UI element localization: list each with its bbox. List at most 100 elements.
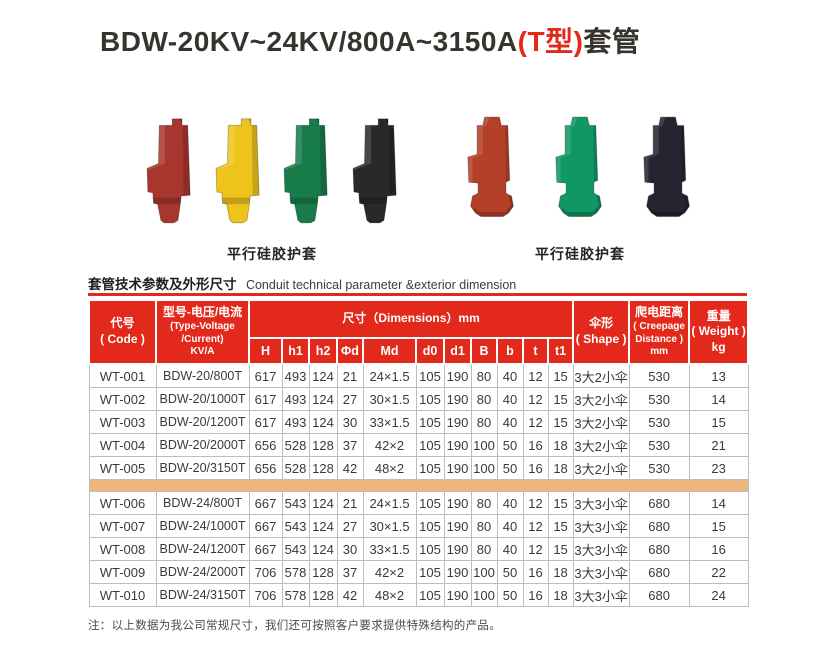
cell-t: 16	[522, 560, 549, 584]
section-header: 套管技术参数及外形尺寸 Conduit technical parameter …	[88, 273, 516, 294]
cell-b: 50	[496, 560, 524, 584]
col-header-code: 代号 ( Code )	[88, 299, 157, 365]
cell-H: 617	[248, 410, 283, 434]
cell-b: 40	[496, 537, 524, 561]
cell-code: WT-003	[88, 410, 157, 434]
cell-b: 40	[496, 491, 524, 515]
cell-t1: 15	[547, 387, 574, 411]
cell-d0: 105	[415, 491, 445, 515]
cell-shape: 3大2小伞	[572, 433, 630, 457]
cell-phi-d: 42	[336, 456, 364, 480]
cell-H: 667	[248, 514, 283, 538]
cell-t: 12	[522, 363, 549, 388]
green-silicone-cover-image	[283, 118, 328, 224]
cell-shape: 3大3小伞	[572, 537, 630, 561]
cell-Md: 33×1.5	[362, 537, 417, 561]
dim-col-t1: t1	[546, 337, 575, 365]
col-header-type-zh: 型号-电压/电流	[162, 305, 243, 320]
table-row: WT-002 BDW-20/1000T 617 493 124 27 30×1.5 105 19…	[88, 387, 749, 411]
cell-creepage: 530	[628, 433, 690, 457]
product-group-right: 平行硅胶护套	[466, 108, 694, 264]
section-header-en: Conduit technical parameter &exterior di…	[245, 278, 517, 292]
product-group-left: 平行硅胶护套	[143, 108, 401, 264]
cell-d0: 105	[415, 514, 445, 538]
dim-col-d0: d0	[415, 337, 445, 365]
cell-code: WT-009	[88, 560, 157, 584]
black-silicone-cover-image	[643, 116, 690, 217]
title-type-highlight: (T型)	[517, 26, 584, 57]
title-suffix: 套管	[583, 26, 641, 57]
cell-H: 667	[248, 537, 283, 561]
cell-shape: 3大3小伞	[572, 514, 630, 538]
cell-shape: 3大2小伞	[572, 387, 630, 411]
cell-d1: 190	[443, 560, 472, 584]
cell-d1: 190	[443, 583, 472, 607]
cell-shape: 3大3小伞	[572, 491, 630, 515]
cell-h2: 124	[308, 410, 338, 434]
cell-phi-d: 27	[336, 387, 364, 411]
dim-col-H: H	[248, 337, 283, 365]
cell-creepage: 680	[628, 560, 690, 584]
cell-phi-d: 42	[336, 583, 364, 607]
cell-code: WT-001	[88, 363, 157, 388]
cell-t: 12	[522, 537, 549, 561]
cell-code: WT-005	[88, 456, 157, 480]
cell-weight: 15	[688, 410, 749, 434]
cell-code: WT-007	[88, 514, 157, 538]
dim-col-t: t	[522, 337, 549, 365]
cell-d1: 190	[443, 491, 472, 515]
black-silicone-cover-image	[352, 118, 397, 224]
cell-shape: 3大2小伞	[572, 363, 630, 388]
cell-code: WT-008	[88, 537, 157, 561]
cell-h1: 543	[281, 514, 310, 538]
cell-weight: 22	[688, 560, 749, 584]
cell-creepage: 530	[628, 387, 690, 411]
cell-B: 100	[470, 456, 498, 480]
section-underline	[88, 293, 747, 296]
table-row: WT-003 BDW-20/1200T 617 493 124 30 33×1.5 105 19…	[88, 410, 749, 434]
cell-t1: 18	[547, 560, 574, 584]
table-row: WT-004 BDW-20/2000T 656 528 128 37 42×2 105 190 1…	[88, 433, 749, 457]
cell-weight: 24	[688, 583, 749, 607]
product-caption-left: 平行硅胶护套	[227, 246, 317, 262]
cell-phi-d: 30	[336, 537, 364, 561]
table-row: WT-001 BDW-20/800T 617 493 124 21 24×1.5 105 190…	[88, 363, 749, 388]
cell-t1: 18	[547, 583, 574, 607]
cell-phi-d: 37	[336, 560, 364, 584]
cell-B: 80	[470, 537, 498, 561]
cell-phi-d: 21	[336, 491, 364, 515]
cell-H: 656	[248, 456, 283, 480]
cell-type: BDW-24/800T	[155, 491, 250, 515]
cell-Md: 30×1.5	[362, 514, 417, 538]
product-caption-right: 平行硅胶护套	[535, 246, 625, 262]
cell-b: 50	[496, 583, 524, 607]
page-title: BDW-20KV~24KV/800A~3150A(T型)套管	[100, 20, 640, 60]
cell-creepage: 530	[628, 410, 690, 434]
cell-b: 40	[496, 363, 524, 388]
spec-table: 代号 ( Code ) 型号-电压/电流 (Type-Voltage /Curre…	[88, 299, 750, 607]
cell-h1: 493	[281, 410, 310, 434]
cell-H: 656	[248, 433, 283, 457]
cell-h2: 128	[308, 583, 338, 607]
cell-H: 706	[248, 583, 283, 607]
cell-creepage: 680	[628, 514, 690, 538]
cell-d1: 190	[443, 456, 472, 480]
cell-t: 12	[522, 514, 549, 538]
cell-t1: 18	[547, 433, 574, 457]
cell-h2: 128	[308, 433, 338, 457]
cell-H: 667	[248, 491, 283, 515]
cell-B: 100	[470, 433, 498, 457]
cell-h2: 128	[308, 456, 338, 480]
cell-h2: 128	[308, 560, 338, 584]
cell-h2: 124	[308, 537, 338, 561]
cell-h1: 528	[281, 456, 310, 480]
cell-t1: 15	[547, 537, 574, 561]
cell-h2: 124	[308, 387, 338, 411]
cell-shape: 3大2小伞	[572, 456, 630, 480]
title-model-range: BDW-20KV~24KV/800A~3150A	[100, 26, 518, 57]
cell-Md: 48×2	[362, 456, 417, 480]
cell-d1: 190	[443, 387, 472, 411]
cell-t: 12	[522, 410, 549, 434]
cell-weight: 14	[688, 491, 749, 515]
